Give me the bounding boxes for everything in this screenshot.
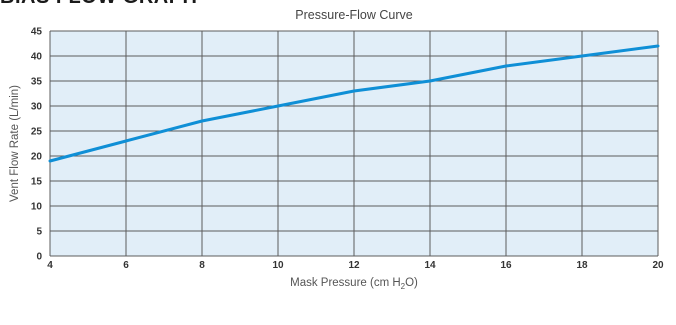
y-tick-label: 10 (31, 202, 43, 213)
y-axis-ticks: 0 5 10 15 20 25 30 35 40 45 (31, 27, 43, 263)
x-axis-label-end: O) (405, 277, 418, 289)
x-axis-label-main: Mask Pressure (cm H (290, 277, 401, 289)
y-tick-label: 15 (31, 177, 43, 188)
x-tick-label: 14 (424, 260, 436, 271)
y-tick-label: 20 (31, 152, 43, 163)
section-heading: BIAS FLOW GRAPH (0, 0, 198, 9)
chart-title: Pressure-Flow Curve (295, 8, 412, 22)
x-tick-label: 10 (272, 260, 284, 271)
x-axis-label: Mask Pressure (cm H2O) (290, 277, 418, 291)
x-axis-ticks: 4 6 8 10 12 14 16 18 20 (47, 260, 664, 271)
x-tick-label: 18 (576, 260, 588, 271)
y-axis-label: Vent Flow Rate (L/min) (9, 85, 21, 202)
x-tick-label: 6 (123, 260, 129, 271)
y-tick-label: 45 (31, 27, 43, 38)
x-axis-label-subscript: 2 (401, 282, 406, 291)
y-tick-label: 0 (36, 252, 42, 263)
x-tick-label: 12 (348, 260, 360, 271)
y-tick-label: 35 (31, 77, 43, 88)
x-tick-label: 8 (199, 260, 205, 271)
y-tick-label: 40 (31, 52, 43, 63)
series-line (48, 44, 660, 163)
x-tick-label: 20 (652, 260, 664, 271)
x-tick-label: 16 (500, 260, 512, 271)
grid-lines (49, 30, 659, 257)
y-tick-label: 5 (36, 227, 42, 238)
series-layer (48, 44, 660, 163)
y-tick-label: 30 (31, 102, 43, 113)
x-tick-label: 4 (47, 260, 53, 271)
y-tick-label: 25 (31, 127, 43, 138)
